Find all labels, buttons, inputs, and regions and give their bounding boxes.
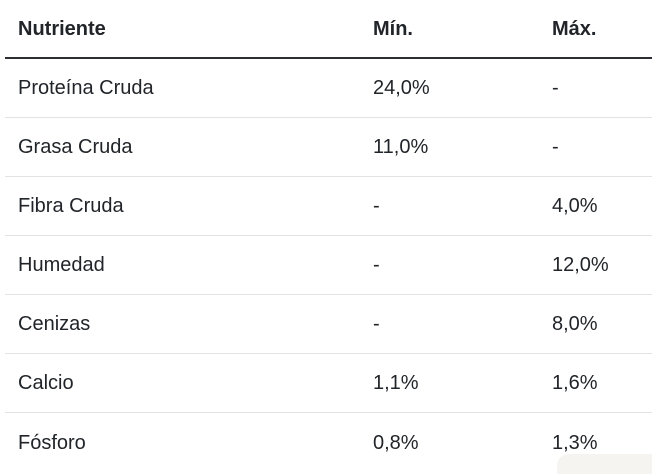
- cell-max: -: [552, 77, 559, 99]
- header-cell-max: Máx.: [552, 17, 597, 40]
- cell-min: 0,8%: [373, 431, 419, 454]
- table-header-row: Nutriente Mín. Máx.: [5, 0, 652, 59]
- cell-min: 1,1%: [373, 372, 419, 394]
- table-row: Grasa Cruda 11,0% -: [5, 118, 652, 177]
- cell-max: 1,6%: [552, 372, 598, 394]
- nutrient-table: Nutriente Mín. Máx. Proteína Cruda 24,0%…: [5, 0, 652, 472]
- header-cell-nutrient: Nutriente: [18, 17, 106, 40]
- cell-nutrient: Proteína Cruda: [18, 77, 154, 99]
- cell-min: 24,0%: [373, 77, 430, 99]
- cell-min: -: [373, 195, 380, 217]
- cell-nutrient: Grasa Cruda: [18, 136, 133, 158]
- corner-shade-artifact: [557, 454, 652, 474]
- cell-max: 8,0%: [552, 313, 598, 335]
- cell-nutrient: Calcio: [18, 372, 74, 394]
- table-row: Cenizas - 8,0%: [5, 295, 652, 354]
- cell-max: -: [552, 136, 559, 158]
- table-row: Fibra Cruda - 4,0%: [5, 177, 652, 236]
- cell-min: -: [373, 254, 380, 276]
- cell-nutrient: Humedad: [18, 254, 105, 276]
- table-row: Calcio 1,1% 1,6%: [5, 354, 652, 413]
- cell-nutrient: Cenizas: [18, 313, 91, 335]
- cell-max: 1,3%: [552, 431, 598, 454]
- cell-nutrient: Fósforo: [18, 431, 86, 454]
- header-cell-min: Mín.: [373, 17, 413, 40]
- table-row: Proteína Cruda 24,0% -: [5, 59, 652, 118]
- cell-min: -: [373, 313, 380, 335]
- table-row: Humedad - 12,0%: [5, 236, 652, 295]
- cell-max: 12,0%: [552, 254, 609, 276]
- table-row: Fósforo 0,8% 1,3%: [5, 413, 652, 472]
- cell-nutrient: Fibra Cruda: [18, 195, 124, 217]
- cell-max: 4,0%: [552, 195, 598, 217]
- cell-min: 11,0%: [373, 136, 429, 158]
